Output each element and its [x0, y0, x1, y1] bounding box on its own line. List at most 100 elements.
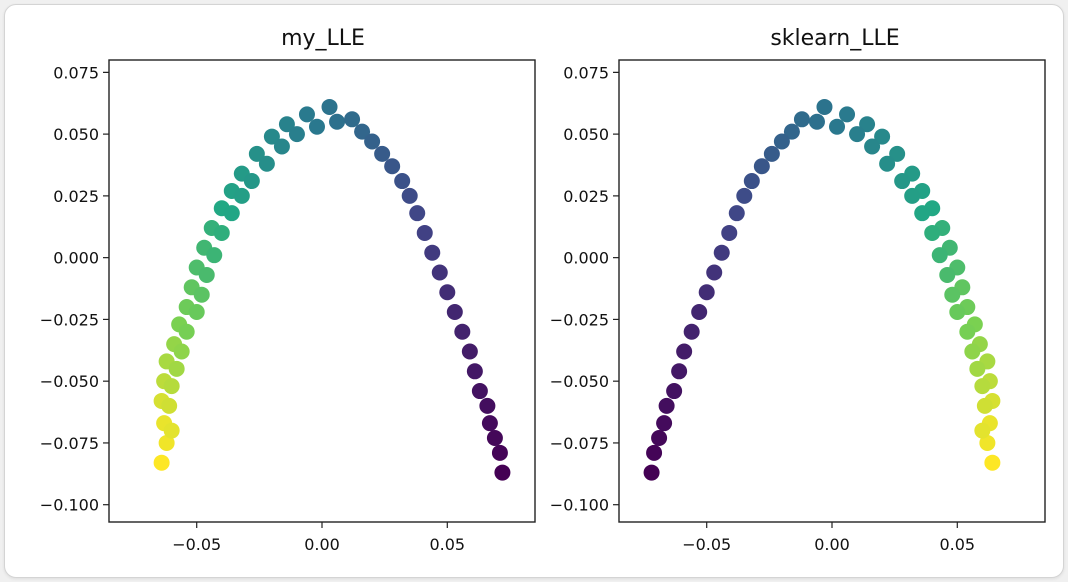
- scatter-point: [431, 264, 448, 281]
- y-tick-label: 0.050: [53, 125, 99, 144]
- scatter-point: [974, 422, 991, 439]
- axes-frame: [618, 59, 1046, 523]
- scatter-point: [163, 378, 180, 395]
- scatter-point: [914, 205, 931, 222]
- axes-frame: [108, 59, 536, 523]
- scatter-points: [153, 98, 511, 481]
- scatter-point: [354, 123, 371, 140]
- scatter-point: [494, 464, 511, 481]
- scatter-point: [949, 304, 966, 320]
- scatter-point: [698, 284, 715, 301]
- scatter-point: [163, 422, 180, 439]
- y-tick-label: −0.050: [40, 372, 99, 391]
- scatter-point: [329, 113, 346, 130]
- scatter-point: [969, 360, 986, 377]
- scatter-point: [273, 138, 290, 155]
- y-tick-label: −0.075: [550, 434, 609, 453]
- scatter-point: [161, 397, 178, 414]
- scatter-point: [859, 116, 876, 133]
- scatter-point: [793, 111, 810, 128]
- scatter-point: [384, 158, 401, 175]
- y-tick-label: −0.100: [550, 496, 609, 515]
- scatter-point: [864, 138, 881, 155]
- x-tick-label: 0.00: [304, 535, 340, 554]
- scatter-point: [984, 454, 1001, 471]
- scatter-point: [263, 128, 280, 145]
- scatter-point: [849, 126, 866, 143]
- scatter-point: [974, 378, 991, 395]
- scatter-point: [904, 187, 921, 204]
- scatter-point: [471, 383, 488, 400]
- scatter-point: [481, 415, 498, 432]
- scatter-point: [939, 266, 956, 283]
- scatter-point: [288, 126, 305, 143]
- x-tick-label: −0.05: [172, 535, 221, 554]
- scatter-point: [178, 323, 195, 340]
- scatter-point: [889, 145, 906, 162]
- scatter-point: [676, 343, 693, 360]
- scatter-point: [683, 323, 700, 340]
- scatter-point: [278, 116, 295, 133]
- scatter-point: [401, 187, 418, 204]
- scatter-point: [466, 363, 483, 380]
- y-tick-label: 0.075: [53, 63, 99, 82]
- scatter-point: [671, 363, 688, 380]
- scatter-point: [486, 430, 503, 446]
- scatter-point: [959, 323, 976, 340]
- scatter-points: [643, 98, 1001, 481]
- y-tick-label: 0.000: [563, 249, 609, 268]
- scatter-point: [198, 266, 215, 283]
- scatter-point: [743, 173, 760, 190]
- x-tick-label: 0.05: [939, 535, 975, 554]
- scatter-point: [736, 187, 753, 204]
- scatter-point: [829, 118, 846, 135]
- scatter-point: [439, 284, 456, 301]
- scatter-point: [248, 145, 265, 162]
- scatter-point: [454, 323, 471, 340]
- x-tick-label: −0.05: [682, 535, 731, 554]
- scatter-point: [753, 158, 770, 175]
- scatter-point: [424, 244, 441, 261]
- scatter-point: [409, 205, 426, 222]
- scatter-point: [979, 434, 996, 451]
- scatter-point: [213, 224, 230, 241]
- plot-title: sklearn_LLE: [770, 26, 899, 51]
- scatter-point: [344, 111, 361, 128]
- scatter-point: [416, 224, 433, 241]
- scatter-point: [491, 444, 508, 461]
- x-tick-label: 0.05: [429, 535, 465, 554]
- scatter-point: [168, 360, 185, 377]
- scatter-point: [658, 397, 675, 414]
- scatter-point: [188, 304, 205, 320]
- scatter-point: [874, 128, 891, 145]
- y-tick-label: −0.025: [40, 310, 99, 329]
- scatter-point: [364, 133, 381, 150]
- scatter-point: [773, 133, 790, 150]
- scatter-point: [976, 397, 993, 414]
- scatter-point: [153, 454, 170, 471]
- scatter-point: [206, 247, 223, 264]
- scatter-point: [713, 244, 730, 261]
- scatter-point: [308, 118, 325, 135]
- scatter-point: [258, 155, 275, 172]
- y-tick-label: 0.025: [563, 187, 609, 206]
- axis-ticks: 0.075 0.050 0.025 0.000 −0.025 −0.050 −0.075 −0…: [40, 63, 465, 554]
- scatter-point: [233, 187, 250, 204]
- scatter-point: [461, 343, 478, 360]
- y-tick-label: −0.050: [550, 372, 609, 391]
- scatter-point: [894, 173, 911, 190]
- scatter-point: [223, 205, 240, 222]
- scatter-point: [964, 343, 981, 360]
- plot-panel-sklearn-lle: sklearn_LLE 0.075 0.050 0.025 0.000 −0.025 −0…: [550, 26, 1046, 554]
- scatter-point: [193, 286, 210, 303]
- scatter-point: [721, 224, 738, 241]
- scatter-point: [839, 106, 856, 123]
- scatter-point: [243, 173, 260, 190]
- y-tick-label: −0.075: [40, 434, 99, 453]
- scatter-point: [763, 145, 780, 162]
- scatter-point: [643, 464, 660, 481]
- scatter-point: [173, 343, 190, 360]
- scatter-point: [728, 205, 745, 222]
- scatter-point: [374, 145, 391, 162]
- figure-card: my_LLE 0.075 0.050 0.025 0.000 −0.025 −0.050 −…: [4, 4, 1064, 578]
